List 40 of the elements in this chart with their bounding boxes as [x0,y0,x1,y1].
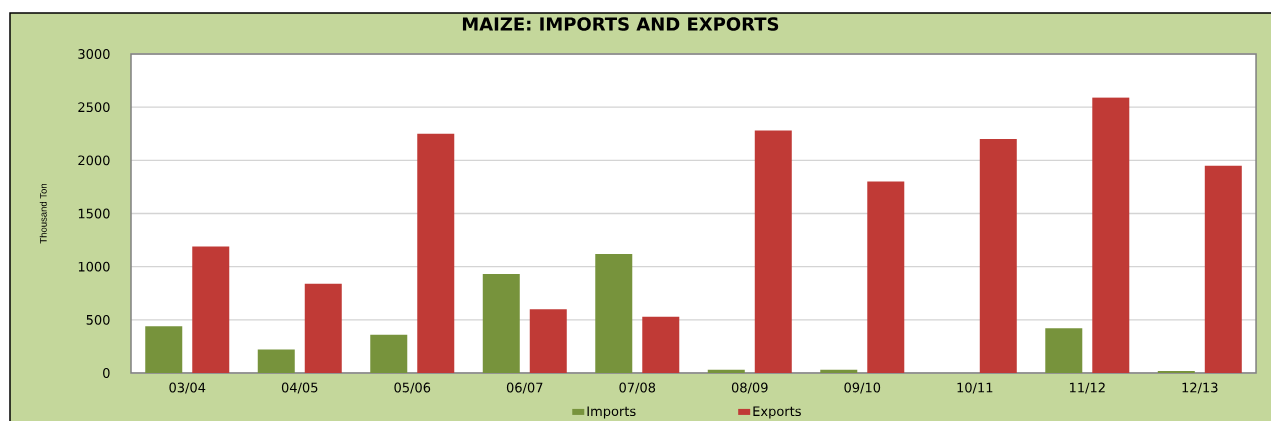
x-tick-label: 08/09 [731,382,768,394]
bar [707,369,745,373]
bar [1045,328,1083,373]
bar [192,246,230,373]
x-tick-label: 11/12 [1069,382,1105,394]
bar [867,181,905,373]
bar [529,309,567,373]
x-tick-label: 06/07 [506,382,543,394]
bar [820,369,858,373]
x-tick-label: 09/10 [844,382,881,394]
bar [304,283,342,373]
chart-title: MAIZE: IMPORTS AND EXPORTS [462,17,779,31]
x-tick-label: 10/11 [957,382,993,394]
bar [595,253,633,373]
bar [482,274,520,373]
x-tick-label: 07/08 [619,382,656,394]
bar [979,139,1017,373]
bar [145,326,183,373]
bar [370,334,408,373]
y-tick-label: 2500 [78,102,110,113]
y-tick-label: 0 [103,368,110,378]
legend-label: Exports [753,406,801,419]
y-tick-label: 3000 [78,49,110,59]
y-tick-label: 2000 [78,155,110,166]
bar [417,133,455,373]
bar [1157,370,1195,373]
bar [1092,97,1130,373]
x-tick-label: 03/04 [169,382,206,394]
bar [257,349,295,373]
y-tick-label: 1000 [78,261,110,272]
y-axis-title: Thousand Ton [39,184,47,244]
bar [1204,165,1242,373]
x-tick-label: 04/05 [281,382,318,394]
x-tick-label: 05/06 [394,382,431,394]
x-tick-label: 12/13 [1182,382,1218,394]
y-tick-label: 1500 [78,208,110,219]
y-tick-label: 500 [86,314,110,325]
bar [754,130,792,373]
legend-label: Imports [587,406,636,419]
bar [642,316,680,373]
